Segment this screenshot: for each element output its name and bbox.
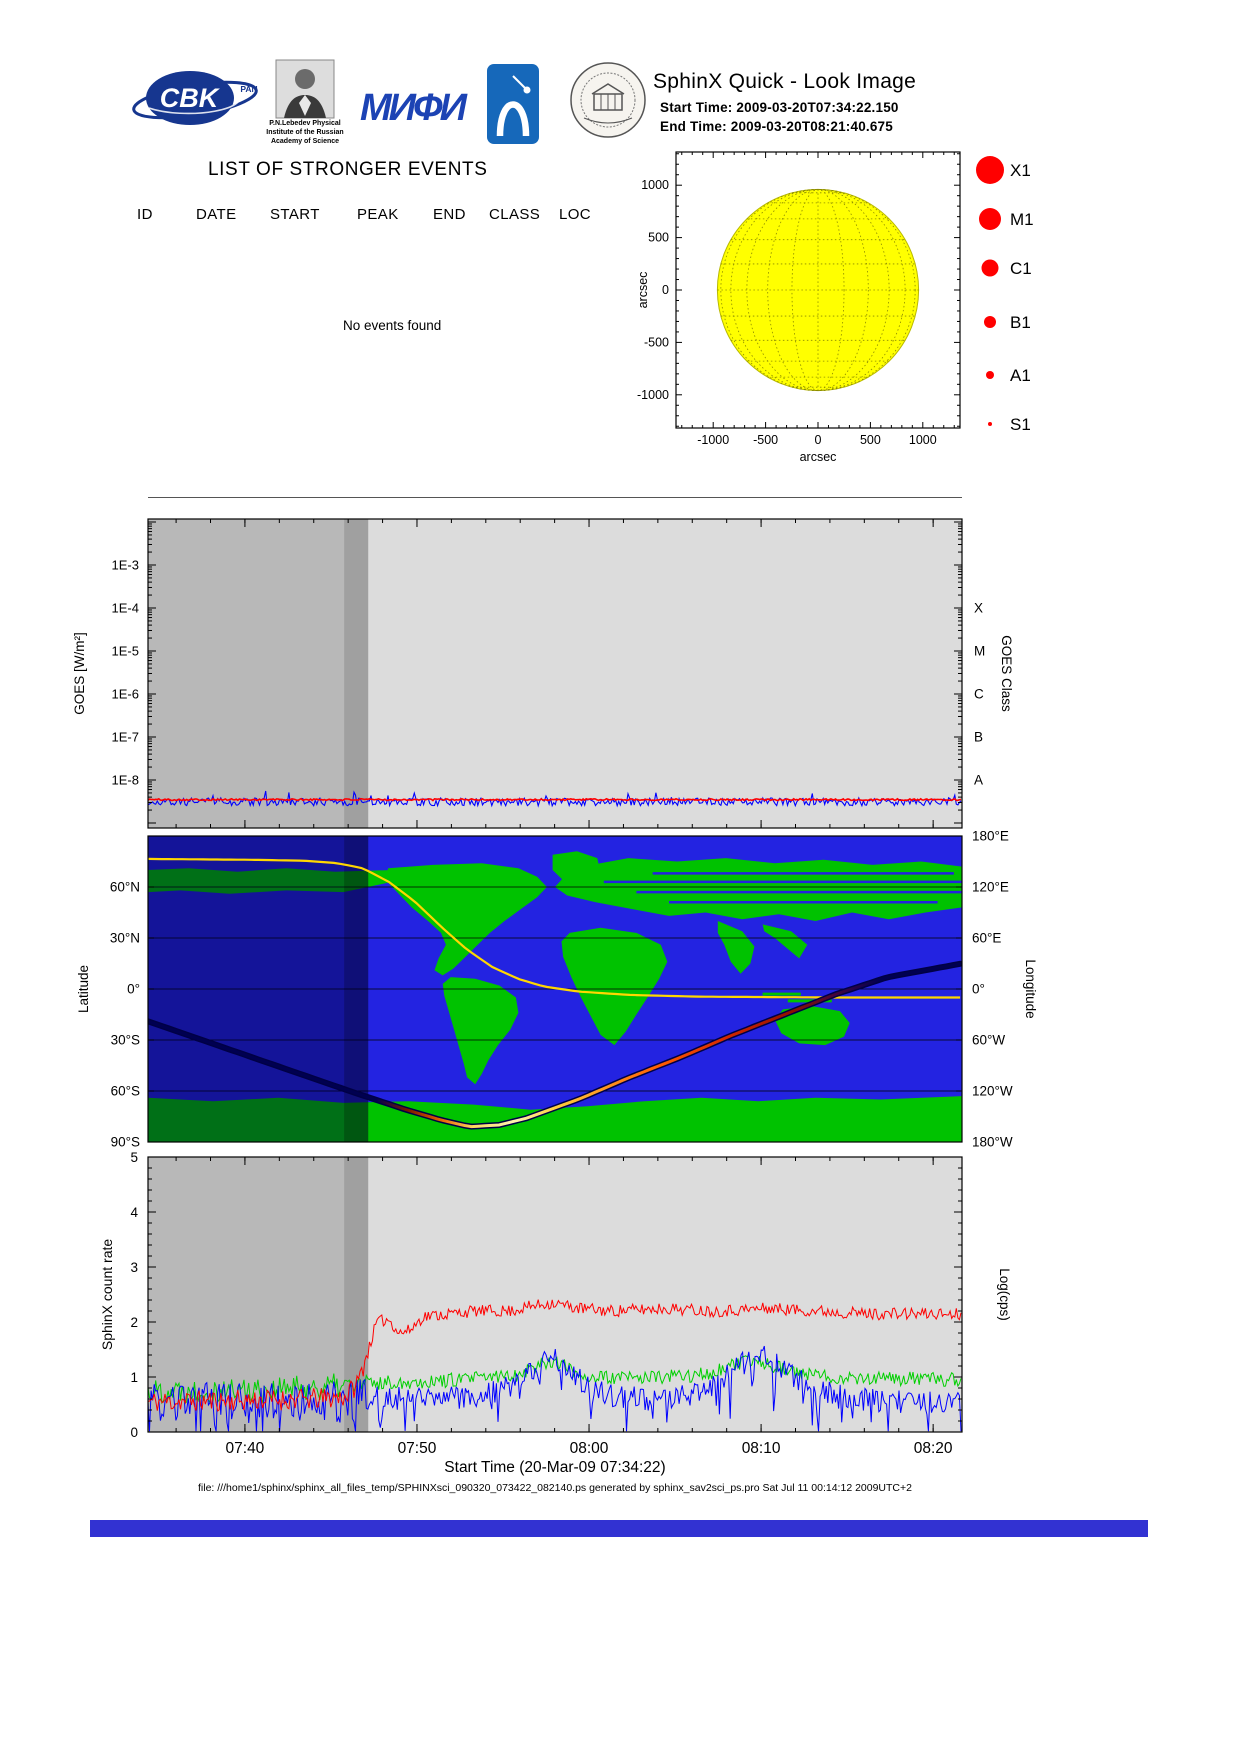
arch-icon [496, 101, 530, 137]
svg-text:60°S: 60°S [111, 1084, 140, 1099]
svg-text:08:00: 08:00 [570, 1440, 609, 1457]
svg-text:SphinX count rate: SphinX count rate [99, 1239, 115, 1351]
svg-text:1000: 1000 [909, 433, 937, 447]
svg-text:90°S: 90°S [111, 1135, 140, 1150]
svg-text:60°W: 60°W [972, 1033, 1005, 1048]
svg-text:A: A [974, 773, 983, 788]
svg-text:Latitude: Latitude [76, 965, 91, 1013]
col-date: DATE [196, 206, 237, 223]
svg-text:0°: 0° [972, 982, 985, 997]
svg-text:M1: M1 [1010, 210, 1034, 229]
svg-text:0°: 0° [127, 982, 140, 997]
svg-text:1000: 1000 [641, 178, 669, 192]
svg-text:30°N: 30°N [110, 931, 140, 946]
bottom-blue-bar [90, 1520, 1148, 1537]
svg-text:1E-5: 1E-5 [112, 644, 139, 659]
mifi-logo: МИФИ [360, 87, 471, 129]
separator-line [148, 497, 962, 498]
seal-roof [591, 83, 625, 95]
end-time: End Time: 2009-03-20T08:21:40.675 [660, 119, 893, 134]
svg-text:-1000: -1000 [697, 433, 729, 447]
svg-text:C: C [974, 687, 984, 702]
svg-text:08:20: 08:20 [914, 1440, 953, 1457]
svg-text:arcsec: arcsec [800, 450, 837, 464]
svg-text:500: 500 [860, 433, 881, 447]
comet-icon [523, 86, 531, 94]
svg-text:30°S: 30°S [111, 1033, 140, 1048]
page-title: SphinX Quick - Look Image [653, 70, 917, 93]
cbk-sub-text: PAN [240, 84, 257, 94]
svg-text:60°N: 60°N [110, 880, 140, 895]
cbk-text: CBK [160, 83, 221, 113]
col-loc: LOC [559, 206, 592, 223]
lebedev-caption: P.N.Lebedev Physical Institute of the Ru… [266, 120, 344, 146]
svg-text:60°E: 60°E [972, 931, 1001, 946]
file-info-footer: file: ///home1/sphinx/sphinx_all_files_t… [198, 1482, 912, 1494]
svg-text:500: 500 [648, 231, 669, 245]
svg-text:B1: B1 [1010, 313, 1031, 332]
svg-text:GOES [W/m²]: GOES [W/m²] [72, 632, 87, 715]
cbk-logo: CBK PAN [132, 71, 258, 125]
col-peak: PEAK [357, 206, 399, 223]
cbk-swoosh [148, 91, 241, 115]
svg-text:1E-3: 1E-3 [112, 558, 139, 573]
svg-text:Longitude: Longitude [1023, 959, 1038, 1018]
svg-text:120°E: 120°E [972, 880, 1009, 895]
col-start: START [270, 206, 320, 223]
col-id: ID [137, 206, 153, 223]
events-table-header: ID DATE START PEAK END CLASS LOC [0, 206, 1240, 226]
events-list-title: LIST OF STRONGER EVENTS [208, 159, 488, 180]
mission-arch-logo [487, 64, 539, 144]
svg-text:2: 2 [130, 1315, 138, 1330]
svg-text:120°W: 120°W [972, 1084, 1013, 1099]
svg-text:07:40: 07:40 [226, 1440, 265, 1457]
svg-text:180°W: 180°W [972, 1135, 1013, 1150]
svg-text:07:50: 07:50 [398, 1440, 437, 1457]
svg-text:X: X [974, 601, 983, 616]
svg-text:180°E: 180°E [972, 829, 1009, 844]
svg-text:3: 3 [130, 1260, 138, 1275]
svg-text:1E-8: 1E-8 [112, 773, 139, 788]
orbit-ground-track-map: 60°N 30°N 0° 30°S 60°S 90°S 180°E 120°E 60°E 0° 60… [76, 829, 1038, 1150]
col-class: CLASS [489, 206, 541, 223]
svg-text:1E-4: 1E-4 [112, 601, 139, 616]
seal-inner-ring [580, 72, 636, 128]
col-end: END [433, 206, 466, 223]
sun-disk-chart: -1000 -500 0 500 1000 1000 500 0 -500 -1000 arcsec… [636, 151, 1034, 464]
svg-text:5: 5 [130, 1150, 138, 1165]
svg-text:1: 1 [130, 1370, 138, 1385]
svg-text:S1: S1 [1010, 415, 1031, 434]
lebedev-portrait [275, 59, 335, 119]
svg-text:M: M [974, 644, 985, 659]
svg-text:B: B [974, 730, 983, 745]
lebedev-logo: P.N.Lebedev Physical Institute of the Ru… [262, 59, 348, 146]
svg-text:4: 4 [130, 1205, 138, 1220]
goes-flux-chart: 1E-3 1E-4 1E-5 1E-6 1E-7 1E-8 X M C B A GOES [W/m²]… [72, 518, 1014, 829]
svg-text:-1000: -1000 [637, 388, 669, 402]
svg-text:X1: X1 [1010, 161, 1031, 180]
no-events-message: No events found [343, 318, 442, 333]
svg-text:0: 0 [815, 433, 822, 447]
start-time: Start Time: 2009-03-20T07:34:22.150 [660, 100, 899, 115]
svg-text:C1: C1 [1010, 259, 1032, 278]
svg-text:GOES Class: GOES Class [999, 635, 1014, 712]
svg-text:A1: A1 [1010, 366, 1031, 385]
svg-text:08:10: 08:10 [742, 1440, 781, 1457]
svg-text:-500: -500 [644, 335, 669, 349]
sphinx-count-rate-chart: 0 1 2 3 4 5 07:40 07:50 08:00 08:10 08:20 Start Tim… [99, 1150, 1012, 1476]
svg-text:arcsec: arcsec [636, 272, 650, 309]
seal-banner [583, 117, 633, 124]
svg-text:1E-7: 1E-7 [112, 730, 139, 745]
mifi-text: МИФИ [360, 87, 468, 129]
svg-text:-500: -500 [753, 433, 778, 447]
svg-text:Log(cps): Log(cps) [997, 1268, 1012, 1321]
svg-text:1E-6: 1E-6 [112, 687, 139, 702]
svg-text:Start Time (20-Mar-09 07:34:22: Start Time (20-Mar-09 07:34:22) [444, 1459, 665, 1476]
svg-text:0: 0 [130, 1425, 138, 1440]
svg-text:0: 0 [662, 283, 669, 297]
comet-tail-icon [512, 75, 526, 89]
institute-seal [570, 62, 646, 138]
